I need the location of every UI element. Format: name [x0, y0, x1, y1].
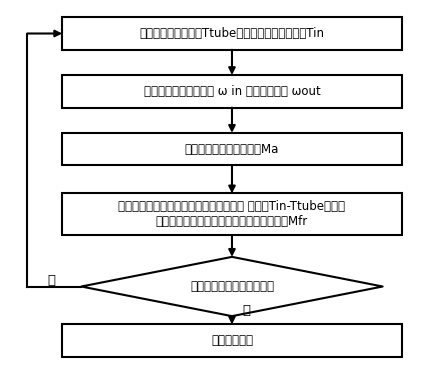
Text: 获取换热器进风含湿量 ω in 及出风含湿量 ωout: 获取换热器进风含湿量 ω in 及出风含湿量 ωout: [144, 85, 320, 98]
Bar: [62, 17, 402, 50]
Bar: [62, 75, 402, 108]
Text: 获取换热器盘管温度Ttube及蒸发器进口空气温度Tin: 获取换热器盘管温度Ttube及蒸发器进口空气温度Tin: [139, 27, 325, 40]
Bar: [62, 193, 402, 235]
Text: 基于盘管温度与蒸发器进口空气温度确定 其差值Tin-Ttube；基于
进风含湿量、出风含湿量及风量确定结霜量Mfr: 基于盘管温度与蒸发器进口空气温度确定 其差值Tin-Ttube；基于 进风含湿量…: [119, 200, 345, 228]
Text: 判断是否符合启动除霜条件: 判断是否符合启动除霜条件: [190, 280, 274, 293]
Text: 获取换热器进风质量流量Ma: 获取换热器进风质量流量Ma: [185, 143, 279, 156]
Polygon shape: [81, 257, 383, 316]
Bar: [62, 324, 402, 357]
Bar: [62, 133, 402, 166]
Text: 进入除霜模式: 进入除霜模式: [211, 334, 253, 347]
Text: 是: 是: [242, 304, 250, 317]
Text: 否: 否: [48, 274, 55, 287]
